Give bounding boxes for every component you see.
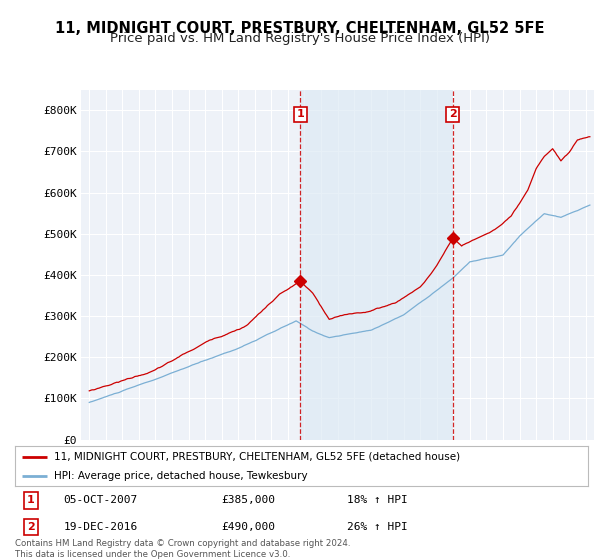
Text: £490,000: £490,000 (221, 521, 275, 531)
Text: 2: 2 (27, 521, 35, 531)
Text: 1: 1 (296, 109, 304, 119)
Text: 18% ↑ HPI: 18% ↑ HPI (347, 496, 408, 506)
Text: 2: 2 (449, 109, 457, 119)
Text: 11, MIDNIGHT COURT, PRESTBURY, CHELTENHAM, GL52 5FE (detached house): 11, MIDNIGHT COURT, PRESTBURY, CHELTENHA… (54, 452, 460, 461)
Text: Price paid vs. HM Land Registry's House Price Index (HPI): Price paid vs. HM Land Registry's House … (110, 32, 490, 45)
Bar (301, 90, 453, 440)
Text: Contains HM Land Registry data © Crown copyright and database right 2024.
This d: Contains HM Land Registry data © Crown c… (15, 539, 350, 559)
Text: 26% ↑ HPI: 26% ↑ HPI (347, 521, 408, 531)
Text: HPI: Average price, detached house, Tewkesbury: HPI: Average price, detached house, Tewk… (54, 471, 308, 481)
Text: 1: 1 (27, 496, 35, 506)
Text: 11, MIDNIGHT COURT, PRESTBURY, CHELTENHAM, GL52 5FE: 11, MIDNIGHT COURT, PRESTBURY, CHELTENHA… (55, 21, 545, 36)
Text: £385,000: £385,000 (221, 496, 275, 506)
Text: 19-DEC-2016: 19-DEC-2016 (64, 521, 138, 531)
Text: 05-OCT-2007: 05-OCT-2007 (64, 496, 138, 506)
